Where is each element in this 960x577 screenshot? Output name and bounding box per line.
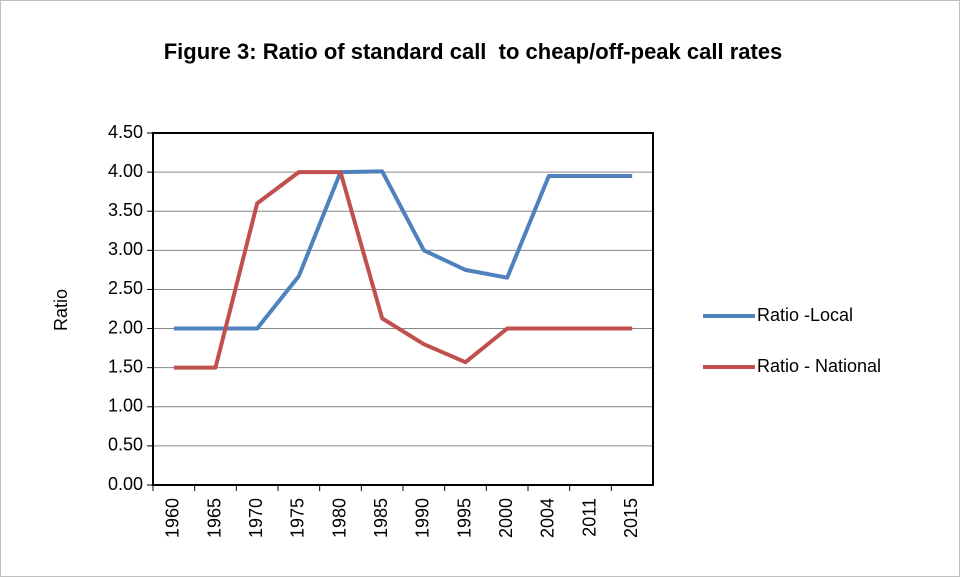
y-tick-label: 2.50: [108, 278, 143, 298]
y-tick-label: 0.50: [108, 435, 143, 455]
x-tick-label: 2015: [621, 498, 641, 538]
x-tick-label: 1990: [413, 498, 433, 538]
x-tick-label: 2011: [579, 498, 599, 537]
x-tick-label: 2000: [496, 498, 516, 538]
data-line: [173, 170, 633, 370]
y-tick-label: 0.00: [108, 474, 143, 494]
data-line: [173, 169, 633, 331]
x-tick-label: 1960: [163, 498, 183, 538]
legend-label: Ratio - National: [757, 356, 881, 376]
chart-title: Figure 3: Ratio of standard call to chea…: [163, 39, 783, 64]
y-axis-label: Ratio: [51, 289, 71, 331]
x-tick-label: 1970: [246, 498, 266, 538]
y-tick-label: 4.00: [108, 161, 143, 181]
x-tick-label: 2004: [538, 498, 558, 538]
y-tick-label: 3.50: [108, 200, 143, 220]
y-tick-label: 1.00: [108, 396, 143, 416]
x-tick-label: 1980: [329, 498, 349, 538]
x-tick-label: 1985: [371, 498, 391, 538]
y-tick-label: 3.00: [108, 239, 143, 259]
legend-label: Ratio -Local: [757, 305, 853, 325]
x-tick-label: 1995: [454, 498, 474, 538]
x-tick-label: 1965: [204, 498, 224, 538]
x-tick-label: 1975: [288, 498, 308, 538]
plot-area-border: [152, 132, 654, 486]
y-tick-label: 2.00: [108, 317, 143, 337]
y-tick-label: 1.50: [108, 356, 143, 376]
y-tick-label: 4.50: [108, 122, 143, 142]
